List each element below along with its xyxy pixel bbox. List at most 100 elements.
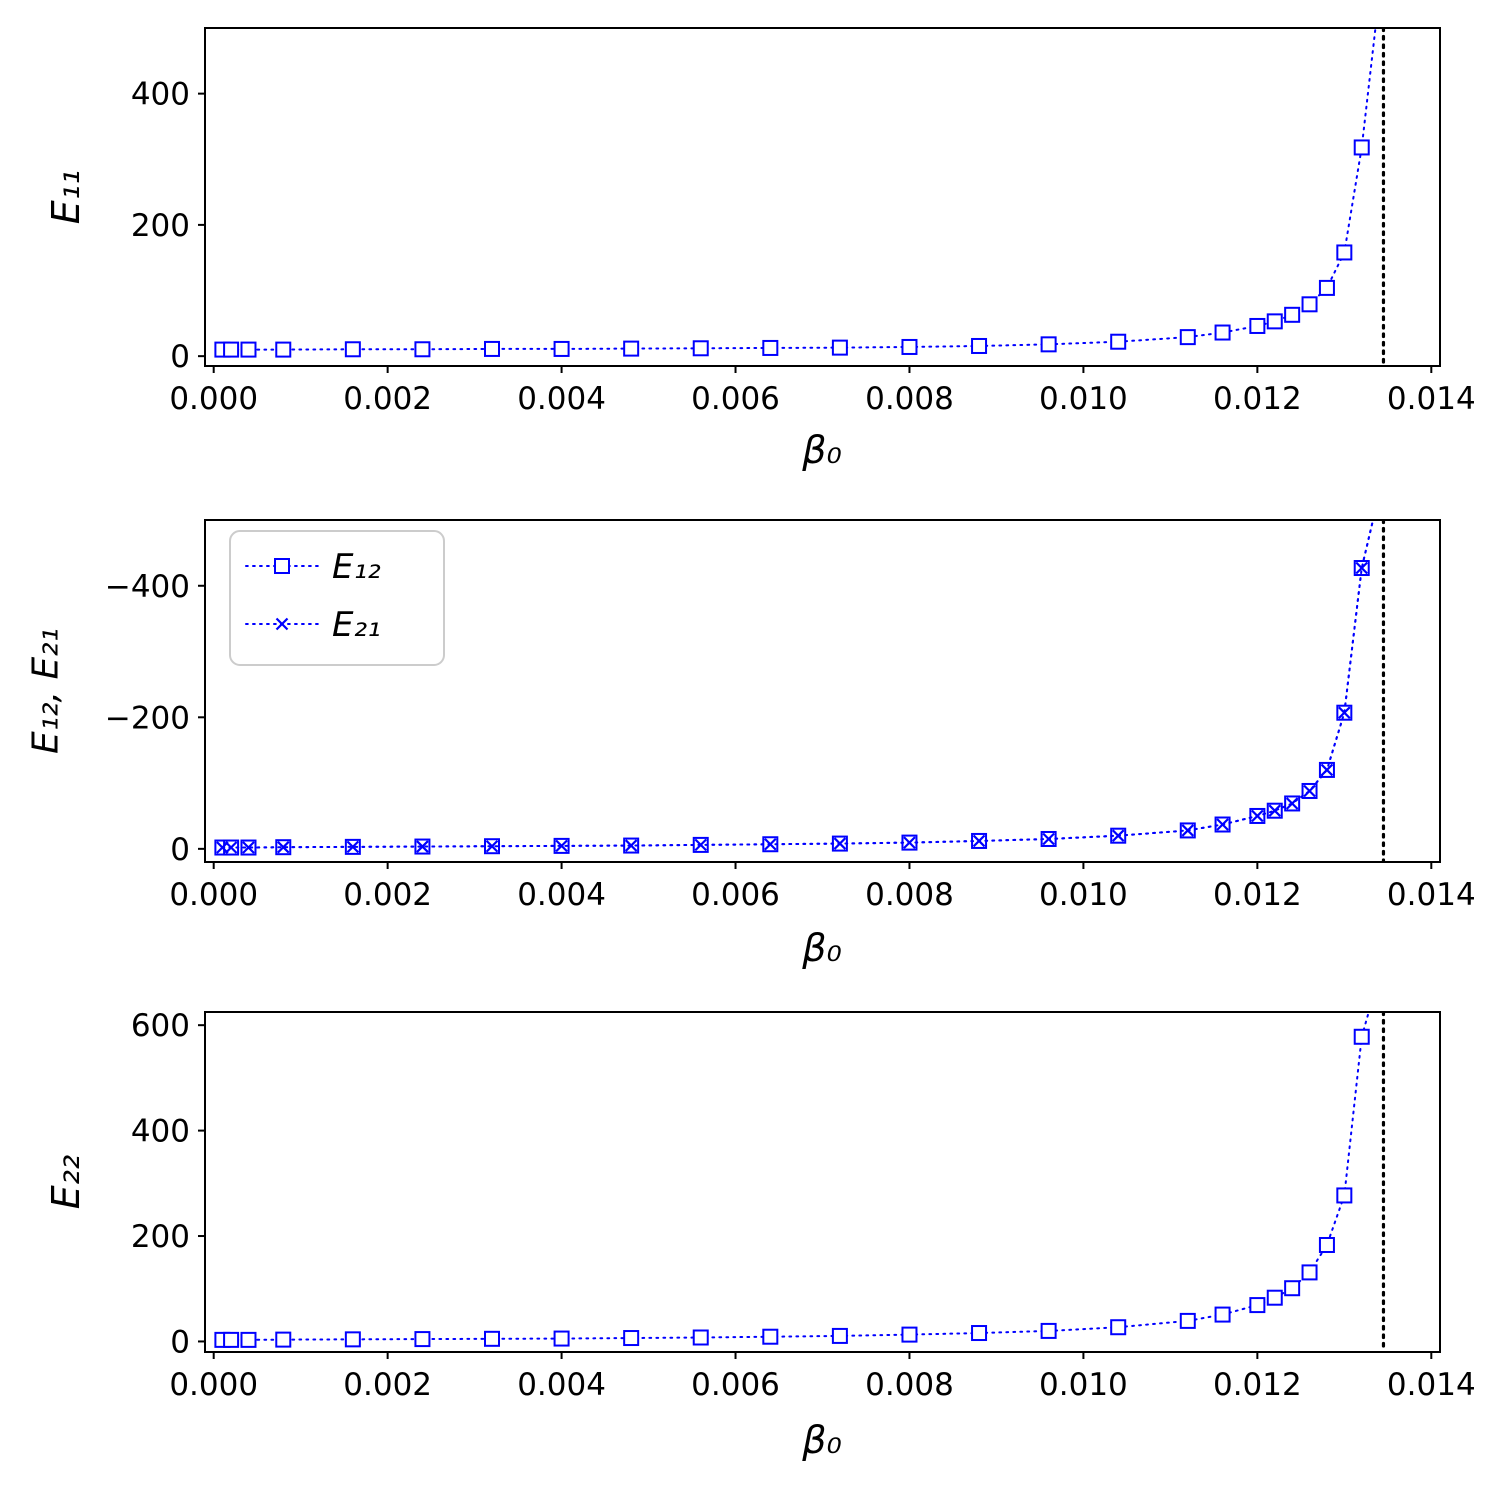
series-line-E22 <box>221 1012 1370 1341</box>
subplot-e22: 0.000 0.002 0.004 0.006 0.008 0.010 0.012 0.014… <box>0 996 1495 1494</box>
square-marker <box>274 558 290 574</box>
x-marker <box>485 839 499 853</box>
square-marker <box>1179 1312 1196 1329</box>
square-marker <box>1318 1236 1335 1253</box>
square-marker <box>1336 1187 1353 1204</box>
x-marker <box>555 839 568 853</box>
y-tick-label: −200 <box>105 700 190 736</box>
x-marker <box>903 836 916 849</box>
x-marker <box>1251 809 1264 823</box>
square-marker <box>971 337 988 354</box>
x-marker <box>1320 763 1334 777</box>
e11-chart-canvas: 0.000 0.002 0.004 0.006 0.008 0.010 0.012 0.014… <box>131 27 1476 417</box>
x-marker <box>416 840 429 853</box>
square-marker <box>1336 244 1353 261</box>
square-marker <box>971 1325 988 1342</box>
square-marker <box>692 1329 709 1346</box>
x-tick-label: 0.010 <box>1039 1367 1128 1403</box>
x-marker <box>694 838 708 852</box>
x-tick-label: 0.008 <box>865 877 954 913</box>
y-tick-label: 0 <box>170 832 190 868</box>
square-marker <box>1214 1306 1231 1323</box>
square-marker <box>484 340 501 357</box>
square-marker <box>692 340 709 357</box>
y-axis-label-e12-e21: E₁₂, E₂₁ <box>25 627 67 755</box>
x-tick-label: 0.012 <box>1213 381 1302 417</box>
square-marker <box>1301 1264 1318 1281</box>
x-tick-label: 0.014 <box>1387 877 1476 913</box>
square-marker <box>223 1331 240 1348</box>
square-marker <box>344 341 361 358</box>
square-marker <box>762 1328 779 1345</box>
x-marker <box>1042 832 1055 846</box>
square-marker <box>901 338 918 355</box>
x-marker <box>275 617 289 631</box>
square-marker <box>1353 1028 1370 1045</box>
square-marker <box>223 341 240 358</box>
y-axis-label-e22: E₂₂ <box>44 1154 88 1210</box>
x-marker <box>224 841 238 854</box>
plot-area <box>214 1012 1386 1352</box>
square-marker <box>1249 1297 1266 1314</box>
square-marker <box>1040 336 1057 353</box>
x-marker <box>346 840 360 854</box>
x-tick-label: 0.000 <box>169 1367 258 1403</box>
x-marker <box>764 837 777 851</box>
x-marker <box>833 837 847 850</box>
e12-e21-chart-canvas: 0.000 0.002 0.004 0.006 0.008 0.010 0.012 0.014… <box>105 519 1476 913</box>
x-tick-label: 0.000 <box>169 877 258 913</box>
x-marker <box>1355 561 1369 575</box>
square-marker <box>1353 139 1370 156</box>
x-tick-label: 0.004 <box>517 877 606 913</box>
square-marker <box>1284 1280 1301 1297</box>
legend-label: E₂₁ <box>332 605 381 645</box>
legend-label: E₁₂ <box>332 547 381 587</box>
y-tick-label: 600 <box>131 1008 190 1044</box>
square-marker <box>1179 329 1196 346</box>
square-marker <box>762 339 779 356</box>
square-marker <box>240 341 257 358</box>
square-marker <box>553 340 570 357</box>
x-tick-label: 0.000 <box>169 381 258 417</box>
square-marker <box>1318 279 1335 296</box>
x-tick-label: 0.002 <box>343 877 432 913</box>
square-marker <box>275 341 292 358</box>
x-marker <box>276 840 290 854</box>
x-marker <box>1303 784 1316 798</box>
x-tick-label: 0.002 <box>343 381 432 417</box>
square-marker <box>1249 317 1266 334</box>
axes-frame <box>204 1011 1441 1353</box>
square-marker <box>1266 313 1283 330</box>
square-marker <box>623 1330 640 1347</box>
x-tick-label: 0.010 <box>1039 381 1128 417</box>
square-marker <box>1266 1289 1283 1306</box>
y-tick-label: 200 <box>131 208 190 244</box>
x-marker <box>1268 804 1282 817</box>
square-marker <box>831 1327 848 1344</box>
x-marker <box>242 841 255 854</box>
y-tick-label: 400 <box>131 1114 190 1150</box>
y-tick-label: 200 <box>131 1219 190 1255</box>
x-tick-label: 0.004 <box>517 381 606 417</box>
x-marker <box>1216 818 1229 831</box>
x-tick-label: 0.012 <box>1213 1367 1302 1403</box>
y-tick-label: 400 <box>131 77 190 113</box>
square-marker <box>344 1331 361 1348</box>
y-axis-label-e11: E₁₁ <box>44 169 88 225</box>
y-tick-label: 0 <box>170 1324 190 1360</box>
x-tick-label: 0.008 <box>865 381 954 417</box>
x-marker <box>1285 797 1299 810</box>
axes-frame <box>204 27 1441 367</box>
x-axis-label-beta0-bottom: β₀ <box>802 1418 842 1462</box>
x-tick-label: 0.010 <box>1039 877 1128 913</box>
square-marker <box>414 341 431 358</box>
x-marker <box>624 839 638 852</box>
square-marker <box>1110 333 1127 350</box>
square-marker <box>414 1331 431 1348</box>
axes-frame <box>204 519 1441 863</box>
x-tick-label: 0.002 <box>343 1367 432 1403</box>
x-marker <box>972 834 986 848</box>
square-marker <box>1214 324 1231 341</box>
x-tick-label: 0.014 <box>1387 1367 1476 1403</box>
x-axis-label-beta0-middle: β₀ <box>802 926 842 970</box>
